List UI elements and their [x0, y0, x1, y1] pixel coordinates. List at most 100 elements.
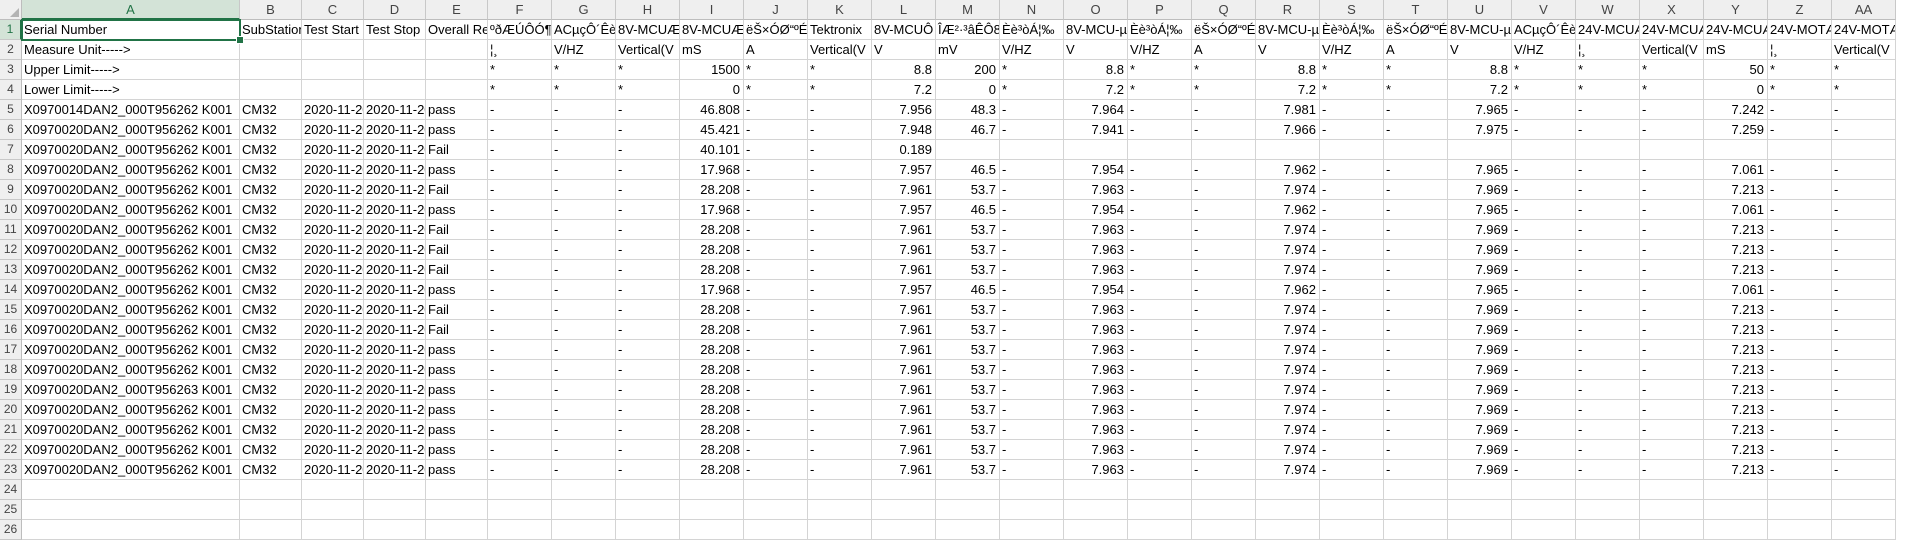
cell[interactable]: -: [1320, 380, 1384, 400]
cell[interactable]: 7.969: [1448, 240, 1512, 260]
column-header-Z[interactable]: Z: [1768, 0, 1832, 20]
cell[interactable]: 28.208: [680, 460, 744, 480]
column-header-R[interactable]: R: [1256, 0, 1320, 20]
cell[interactable]: -: [552, 280, 616, 300]
cell[interactable]: *: [1128, 60, 1192, 80]
cell[interactable]: 7.974: [1256, 460, 1320, 480]
cell[interactable]: 8V-MCU-µ: [1448, 20, 1512, 40]
cell[interactable]: 46.5: [936, 200, 1000, 220]
cell[interactable]: -: [1640, 400, 1704, 420]
cell[interactable]: -: [1512, 220, 1576, 240]
cell[interactable]: A: [744, 40, 808, 60]
cell[interactable]: [744, 520, 808, 540]
cell[interactable]: -: [488, 440, 552, 460]
cell[interactable]: [1064, 500, 1128, 520]
cell[interactable]: [744, 480, 808, 500]
cell[interactable]: 2020-11-20: [302, 220, 364, 240]
cell[interactable]: CM32: [240, 300, 302, 320]
cell[interactable]: 7.969: [1448, 400, 1512, 420]
cell[interactable]: -: [1000, 160, 1064, 180]
cell[interactable]: -: [1768, 360, 1832, 380]
cell[interactable]: 200: [936, 60, 1000, 80]
cell[interactable]: [240, 500, 302, 520]
cell[interactable]: 2020-11-20: [364, 140, 426, 160]
cell[interactable]: 7.213: [1704, 220, 1768, 240]
cell[interactable]: [1128, 480, 1192, 500]
cell[interactable]: 7.213: [1704, 440, 1768, 460]
cell[interactable]: -: [1128, 440, 1192, 460]
cell[interactable]: -: [616, 140, 680, 160]
cell[interactable]: 2020-11-20: [302, 320, 364, 340]
cell[interactable]: -: [552, 160, 616, 180]
cell[interactable]: ACµçÔ´Êè: [1512, 20, 1576, 40]
cell[interactable]: 7.963: [1064, 360, 1128, 380]
cell[interactable]: -: [552, 320, 616, 340]
cell[interactable]: 7.963: [1064, 400, 1128, 420]
cell[interactable]: -: [1832, 120, 1896, 140]
cell[interactable]: 48.3: [936, 100, 1000, 120]
cell[interactable]: [1256, 500, 1320, 520]
cell[interactable]: -: [1832, 220, 1896, 240]
cell[interactable]: 7.963: [1064, 380, 1128, 400]
cell[interactable]: 53.7: [936, 240, 1000, 260]
cell[interactable]: -: [616, 260, 680, 280]
cell[interactable]: ACµçÔ´Êè: [552, 20, 616, 40]
cell[interactable]: [808, 500, 872, 520]
cell[interactable]: -: [552, 240, 616, 260]
cell[interactable]: 7.963: [1064, 300, 1128, 320]
select-all-corner[interactable]: [0, 0, 22, 20]
column-header-A[interactable]: A: [22, 0, 240, 20]
cell[interactable]: 28.208: [680, 260, 744, 280]
cell[interactable]: [1576, 480, 1640, 500]
cell[interactable]: -: [1000, 300, 1064, 320]
cell[interactable]: -: [1768, 260, 1832, 280]
cell[interactable]: 2020-11-20: [364, 420, 426, 440]
cell[interactable]: -: [744, 320, 808, 340]
cell[interactable]: -: [1192, 280, 1256, 300]
cell[interactable]: 7.961: [872, 300, 936, 320]
cell[interactable]: -: [1320, 460, 1384, 480]
cell[interactable]: *: [1320, 80, 1384, 100]
cell[interactable]: -: [1640, 120, 1704, 140]
cell[interactable]: [1128, 520, 1192, 540]
cell[interactable]: 7.974: [1256, 240, 1320, 260]
cell[interactable]: -: [1576, 300, 1640, 320]
cell[interactable]: 28.208: [680, 380, 744, 400]
cell[interactable]: -: [1832, 420, 1896, 440]
cell[interactable]: [1704, 140, 1768, 160]
cell[interactable]: -: [1128, 420, 1192, 440]
cell[interactable]: 0: [680, 80, 744, 100]
cell[interactable]: [488, 500, 552, 520]
cell[interactable]: -: [808, 140, 872, 160]
cell[interactable]: -: [1320, 440, 1384, 460]
cell[interactable]: -: [1384, 240, 1448, 260]
cell[interactable]: 7.963: [1064, 440, 1128, 460]
cell[interactable]: -: [1640, 420, 1704, 440]
cell[interactable]: -: [1192, 440, 1256, 460]
cell[interactable]: -: [1576, 240, 1640, 260]
cell[interactable]: -: [1320, 120, 1384, 140]
cell[interactable]: -: [1384, 320, 1448, 340]
cell[interactable]: 0: [936, 80, 1000, 100]
cell[interactable]: -: [1320, 240, 1384, 260]
cell[interactable]: -: [1576, 220, 1640, 240]
cell[interactable]: -: [1000, 260, 1064, 280]
cell[interactable]: 7.061: [1704, 200, 1768, 220]
cell[interactable]: 7.981: [1256, 100, 1320, 120]
cell[interactable]: -: [1128, 180, 1192, 200]
cell[interactable]: [1640, 480, 1704, 500]
cell[interactable]: Vertical(V: [1832, 40, 1896, 60]
cell[interactable]: [1384, 480, 1448, 500]
cell[interactable]: 8V-MCUÆ: [680, 20, 744, 40]
cell[interactable]: -: [1384, 100, 1448, 120]
cell[interactable]: -: [808, 340, 872, 360]
cell[interactable]: Upper Limit----->: [22, 60, 240, 80]
cell[interactable]: [1832, 520, 1896, 540]
cell[interactable]: -: [1512, 360, 1576, 380]
cell[interactable]: -: [744, 380, 808, 400]
cell[interactable]: -: [488, 260, 552, 280]
cell[interactable]: 7.969: [1448, 360, 1512, 380]
cell[interactable]: CM32: [240, 160, 302, 180]
cell[interactable]: -: [808, 180, 872, 200]
